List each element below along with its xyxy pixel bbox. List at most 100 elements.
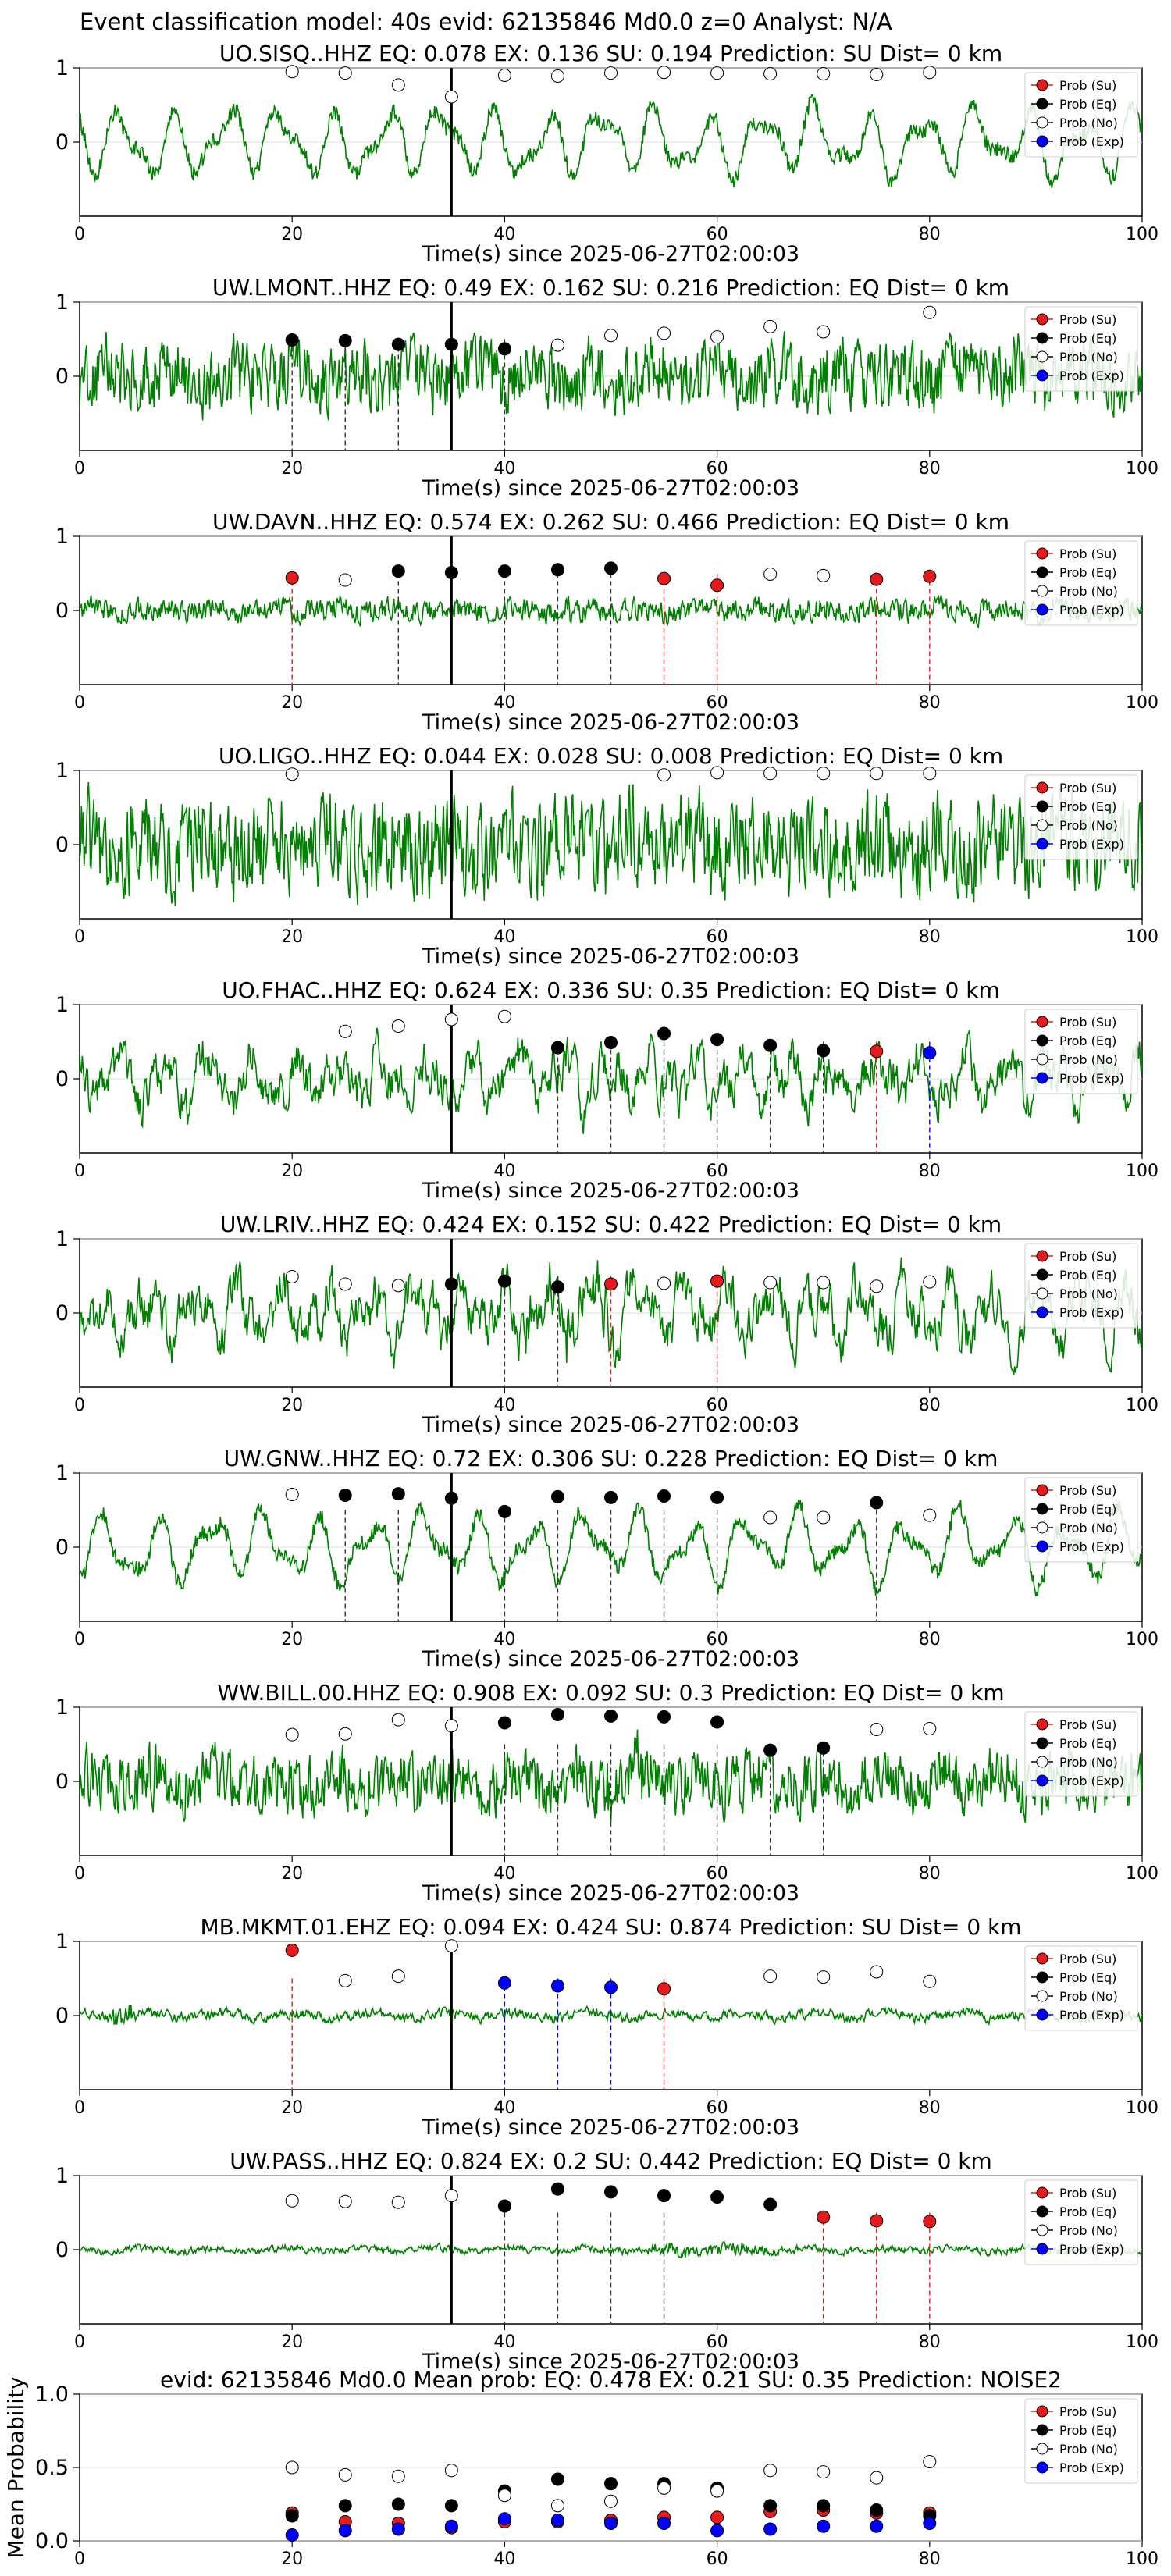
prob-marker-exp	[550, 1979, 564, 1993]
prob-marker-no	[763, 319, 778, 333]
legend-label-eq: Prob (Eq)	[1059, 1034, 1116, 1048]
prob-marker-no	[870, 767, 884, 781]
prob-marker-no	[338, 573, 352, 587]
prob-marker-eq	[497, 2199, 511, 2213]
x-axis-label: Time(s) since 2025-06-27T02:00:03	[422, 945, 799, 969]
y-tick-label: 0.0	[35, 2529, 69, 2553]
prob-marker-eq	[391, 564, 405, 578]
prob-marker-no	[497, 1009, 511, 1023]
legend-box	[1024, 540, 1138, 626]
mean-prob-marker-no	[710, 2484, 724, 2498]
x-tick-label: 0	[74, 2098, 85, 2118]
x-tick-label: 80	[919, 2098, 941, 2118]
legend-box	[1024, 72, 1138, 158]
legend-label-su: Prob (Su)	[1059, 546, 1116, 561]
x-tick-label: 0	[74, 2332, 85, 2352]
legend-box	[1024, 306, 1138, 392]
legend-marker-eq	[1036, 2205, 1048, 2218]
prob-marker-eq	[444, 1491, 458, 1505]
x-axis-label: Time(s) since 2025-06-27T02:00:03	[422, 2115, 799, 2140]
prob-marker-no	[923, 767, 937, 781]
figure-suptitle: Event classification model: 40s evid: 62…	[80, 9, 892, 35]
mean-prob-marker-no	[338, 2467, 352, 2482]
prob-marker-su	[604, 1277, 618, 1291]
prob-marker-no	[391, 1019, 405, 1034]
waveform-trace	[80, 1500, 1142, 1596]
prob-marker-eq	[817, 1044, 831, 1058]
mean-prob-marker-exp	[338, 2524, 352, 2538]
prob-marker-eq	[604, 1709, 618, 1723]
legend-marker-exp	[1036, 2243, 1048, 2255]
mean-prob-marker-eq	[870, 2503, 884, 2517]
prob-marker-no	[338, 1973, 352, 1987]
x-tick-label: 100	[1126, 927, 1159, 947]
mean-prob-marker-exp	[657, 2516, 671, 2530]
prob-marker-no	[817, 1276, 831, 1290]
panel-1: UO.SISQ..HHZ EQ: 0.078 EX: 0.136 SU: 0.1…	[55, 41, 1159, 266]
prob-marker-no	[391, 2195, 405, 2209]
x-tick-label: 60	[707, 1396, 728, 1415]
mean-prob-marker-eq	[604, 2477, 618, 2491]
panel-title: UW.LRIV..HHZ EQ: 0.424 EX: 0.152 SU: 0.4…	[220, 1212, 1002, 1237]
legend-label-no: Prob (No)	[1059, 584, 1118, 599]
prob-marker-no	[817, 325, 831, 339]
legend-label-eq: Prob (Eq)	[1059, 2423, 1116, 2438]
legend-label-su: Prob (Su)	[1059, 312, 1116, 327]
mean-prob-marker-eq	[763, 2499, 778, 2513]
mean-prob-marker-exp	[870, 2519, 884, 2533]
legend-marker-no	[1036, 585, 1048, 597]
waveform-trace	[80, 781, 1142, 906]
legend-label-no: Prob (No)	[1059, 350, 1118, 365]
x-tick-label: 20	[281, 1396, 303, 1415]
x-tick-label: 0	[74, 459, 85, 479]
x-tick-label: 20	[281, 1864, 303, 1884]
y-tick-label: 1	[55, 56, 69, 80]
x-tick-label: 100	[1126, 693, 1159, 713]
prob-marker-no	[870, 1723, 884, 1736]
prob-marker-eq	[870, 1496, 884, 1510]
prob-marker-no	[285, 767, 299, 781]
mean-prob-marker-no	[817, 2465, 831, 2479]
x-tick-label: 60	[707, 2332, 728, 2352]
panel-title: UO.FHAC..HHZ EQ: 0.624 EX: 0.336 SU: 0.3…	[222, 977, 999, 1003]
legend-marker-no	[1036, 1521, 1048, 1534]
prob-marker-no	[338, 2194, 352, 2208]
legend-marker-no	[1036, 116, 1048, 129]
prob-marker-no	[763, 767, 778, 781]
prob-marker-no	[923, 305, 937, 319]
legend-marker-su	[1036, 1718, 1048, 1731]
y-tick-label: 1	[55, 1695, 69, 1720]
y-tick-label: 0.5	[35, 2456, 69, 2480]
prob-marker-no	[923, 66, 937, 80]
legend-marker-su	[1036, 79, 1048, 91]
legend-label-exp: Prob (Exp)	[1059, 1774, 1124, 1788]
y-tick-label: 0	[55, 2238, 69, 2262]
legend-label-no: Prob (No)	[1059, 2442, 1118, 2457]
legend-marker-no	[1036, 350, 1048, 363]
panel-2: UW.LMONT..HHZ EQ: 0.49 EX: 0.162 SU: 0.2…	[55, 275, 1159, 500]
legend-marker-su	[1036, 1250, 1048, 1262]
legend-marker-exp	[1036, 1072, 1048, 1084]
mean-prob-marker-exp	[710, 2524, 724, 2538]
x-tick-label: 20	[281, 459, 303, 479]
legend-marker-no	[1036, 1287, 1048, 1300]
legend-label-su: Prob (Su)	[1059, 1483, 1116, 1498]
prob-marker-su	[923, 2215, 937, 2229]
prob-marker-no	[710, 766, 724, 780]
prob-marker-eq	[444, 566, 458, 580]
legend-box	[1024, 2398, 1138, 2484]
mean-prob-marker-no	[763, 2464, 778, 2478]
legend-label-eq: Prob (Eq)	[1059, 565, 1116, 580]
panel-4: UO.LIGO..HHZ EQ: 0.044 EX: 0.028 SU: 0.0…	[55, 743, 1159, 969]
legend-marker-eq	[1036, 1971, 1048, 1984]
legend-marker-su	[1036, 547, 1048, 560]
prob-marker-eq	[710, 1490, 724, 1504]
x-tick-label: 80	[919, 225, 941, 244]
legend-label-exp: Prob (Exp)	[1059, 134, 1124, 149]
prob-marker-no	[338, 66, 352, 80]
x-tick-label: 20	[281, 1162, 303, 1181]
x-tick-label: 80	[919, 693, 941, 713]
prob-marker-no	[285, 1269, 299, 1283]
y-tick-label: 0	[55, 365, 69, 389]
x-tick-label: 20	[281, 2098, 303, 2118]
